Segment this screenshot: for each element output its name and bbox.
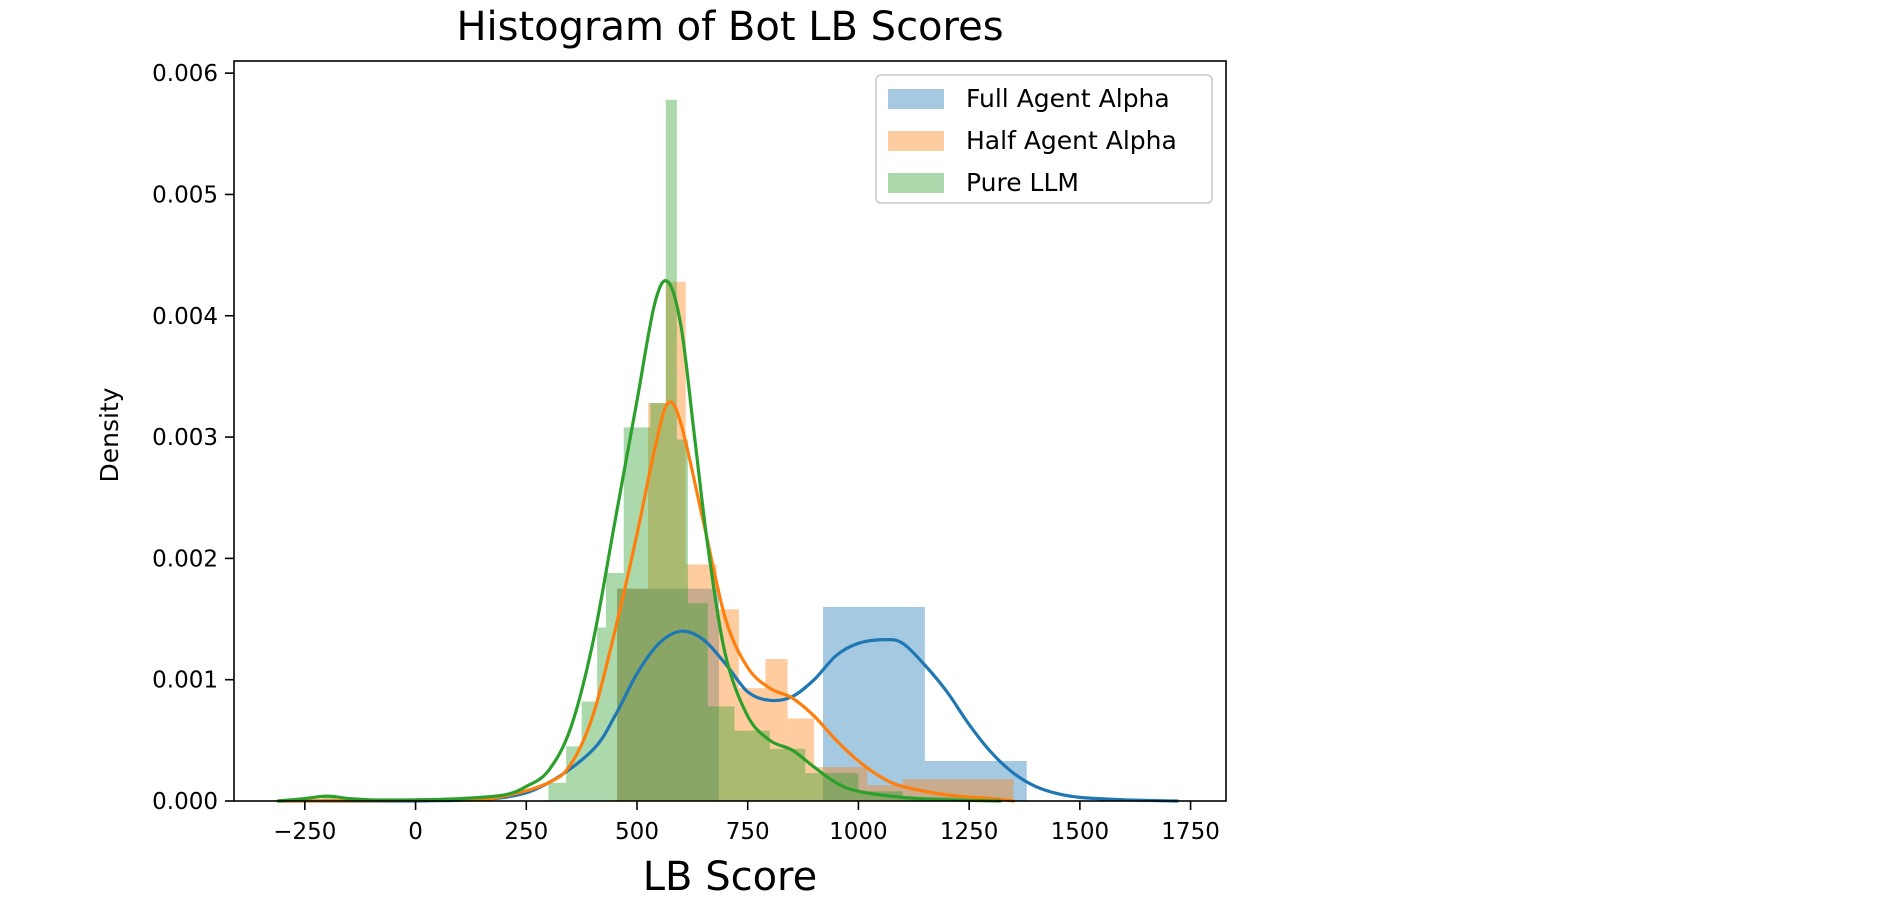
x-tick-label: 1000 — [829, 819, 888, 845]
histogram-bar-3-9 — [665, 99, 677, 801]
legend: Full Agent Alpha Half Agent Alpha Pure LLM — [875, 74, 1213, 204]
x-tick-label: 1500 — [1051, 819, 1110, 845]
histogram-bar-2-1 — [617, 588, 649, 801]
histogram-bar-3-15 — [805, 773, 859, 801]
x-tick-label: −250 — [273, 819, 336, 845]
y-tick-label: 0.005 — [152, 182, 218, 208]
legend-box — [875, 74, 1213, 204]
histogram-bar-3-2 — [548, 782, 567, 801]
kde-curve-3 — [276, 279, 1002, 803]
histogram-bar-3-1 — [322, 794, 336, 801]
histogram-bar-3-3 — [566, 746, 582, 801]
histogram-bar-3-12 — [707, 706, 735, 801]
plot-frame — [233, 60, 1227, 802]
y-axis-label: Density — [95, 387, 124, 482]
legend-label-2: Half Agent Alpha — [966, 126, 1177, 155]
histogram-bar-2-3 — [665, 281, 686, 802]
x-axis-label: LB Score — [643, 854, 817, 900]
histogram-bars — [322, 99, 1027, 802]
histogram-bar-3-6 — [606, 572, 624, 801]
y-tick-label: 0.001 — [152, 668, 218, 694]
histogram-bar-1-1 — [617, 588, 719, 801]
y-axis: 0.000 0.001 0.002 0.003 0.004 0.005 0.006 — [152, 61, 234, 815]
y-tick-label: 0.000 — [152, 789, 218, 815]
x-axis: −250 0 250 500 750 1000 1250 1500 1750 — [273, 801, 1220, 845]
histogram-bar-2-2 — [648, 403, 666, 801]
histogram-bar-3-11 — [687, 603, 708, 801]
kde-curves — [276, 279, 1179, 803]
histogram-bar-3-10 — [676, 439, 688, 801]
histogram-bar-2-8 — [787, 718, 815, 801]
histogram-bar-3-14 — [769, 748, 806, 801]
legend-label-1: Full Agent Alpha — [966, 84, 1170, 113]
legend-swatch-3 — [888, 173, 944, 193]
x-tick-label: 250 — [504, 819, 548, 845]
histogram-bar-2-4 — [685, 564, 717, 801]
y-tick-label: 0.006 — [152, 61, 218, 87]
histogram-bar-3-13 — [734, 730, 770, 801]
histogram-bar-3-5 — [597, 627, 606, 801]
x-tick-label: 1750 — [1161, 819, 1220, 845]
legend-label-3: Pure LLM — [966, 168, 1079, 197]
y-tick-label: 0.004 — [152, 304, 218, 330]
x-tick-label: 0 — [408, 819, 423, 845]
histogram-bar-2-5 — [716, 609, 739, 801]
kde-curve-1 — [276, 629, 1179, 803]
y-tick-label: 0.002 — [152, 546, 218, 572]
histogram-bar-3-8 — [650, 403, 666, 801]
histogram-bar-2-11 — [902, 779, 1014, 801]
legend-swatch-1 — [888, 89, 944, 109]
y-tick-label: 0.003 — [152, 425, 218, 451]
x-tick-label: 500 — [615, 819, 659, 845]
x-tick-label: 1250 — [940, 819, 999, 845]
chart-title: Histogram of Bot LB Scores — [456, 4, 1003, 50]
x-tick-label: 750 — [726, 819, 770, 845]
legend-swatch-2 — [888, 131, 944, 151]
